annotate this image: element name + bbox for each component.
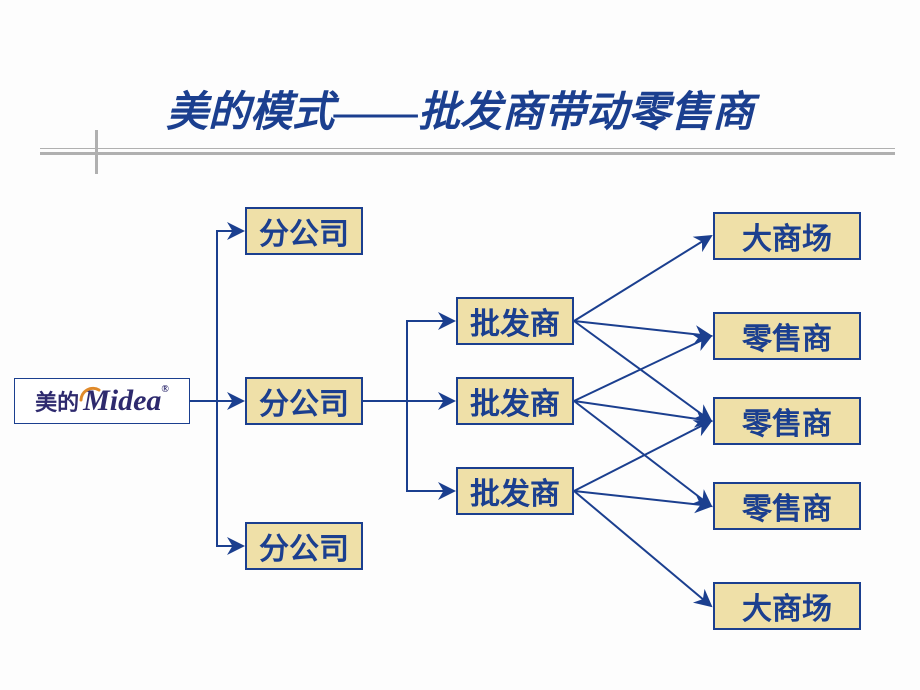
rule-thick xyxy=(40,152,895,155)
logo-arc-path xyxy=(81,388,99,400)
node-branch1-label: 分公司 xyxy=(259,209,349,253)
node-ret5: 大商场 xyxy=(713,582,861,630)
logo-cn-text: 美的 xyxy=(35,385,79,417)
logo-en-text: Midea® xyxy=(83,384,169,418)
node-branch2: 分公司 xyxy=(245,377,363,425)
node-whole3-label: 批发商 xyxy=(470,469,560,513)
edge-whole1-ret3 xyxy=(574,321,711,421)
edge-branch2-whole1 xyxy=(363,321,454,401)
node-whole3: 批发商 xyxy=(456,467,574,515)
slide-canvas: 美的模式——批发商带动零售商 美的 Midea® 分公司分公司分公司批发商批发商… xyxy=(0,0,920,690)
node-ret3: 零售商 xyxy=(713,397,861,445)
node-ret1: 大商场 xyxy=(713,212,861,260)
edge-logo-branch1 xyxy=(190,231,243,401)
edge-branch2-whole3 xyxy=(363,401,454,491)
node-branch1: 分公司 xyxy=(245,207,363,255)
slide-title: 美的模式——批发商带动零售商 xyxy=(0,78,920,139)
node-ret3-label: 零售商 xyxy=(742,399,832,443)
rule-notch xyxy=(95,130,98,174)
node-ret2-label: 零售商 xyxy=(742,314,832,358)
node-ret1-label: 大商场 xyxy=(742,214,832,258)
node-branch2-label: 分公司 xyxy=(259,379,349,423)
logo-arc-icon xyxy=(77,380,103,406)
edge-logo-branch3 xyxy=(190,401,243,546)
node-whole2: 批发商 xyxy=(456,377,574,425)
edge-whole2-ret4 xyxy=(574,401,711,506)
node-whole2-label: 批发商 xyxy=(470,379,560,423)
node-branch3-label: 分公司 xyxy=(259,524,349,568)
node-branch3: 分公司 xyxy=(245,522,363,570)
logo-midea: 美的 Midea® xyxy=(14,378,190,424)
edge-whole1-ret1 xyxy=(574,236,711,321)
node-whole1: 批发商 xyxy=(456,297,574,345)
node-ret2: 零售商 xyxy=(713,312,861,360)
edge-whole2-ret2 xyxy=(574,336,711,401)
rule-thin xyxy=(40,148,895,149)
logo-registered-icon: ® xyxy=(161,384,168,395)
edge-whole3-ret5 xyxy=(574,491,711,606)
edge-whole2-ret3 xyxy=(574,401,711,421)
node-ret5-label: 大商场 xyxy=(742,584,832,628)
edge-whole1-ret2 xyxy=(574,321,711,336)
edge-whole3-ret4 xyxy=(574,491,711,506)
node-ret4: 零售商 xyxy=(713,482,861,530)
edge-whole3-ret3 xyxy=(574,421,711,491)
node-whole1-label: 批发商 xyxy=(470,299,560,343)
node-ret4-label: 零售商 xyxy=(742,484,832,528)
